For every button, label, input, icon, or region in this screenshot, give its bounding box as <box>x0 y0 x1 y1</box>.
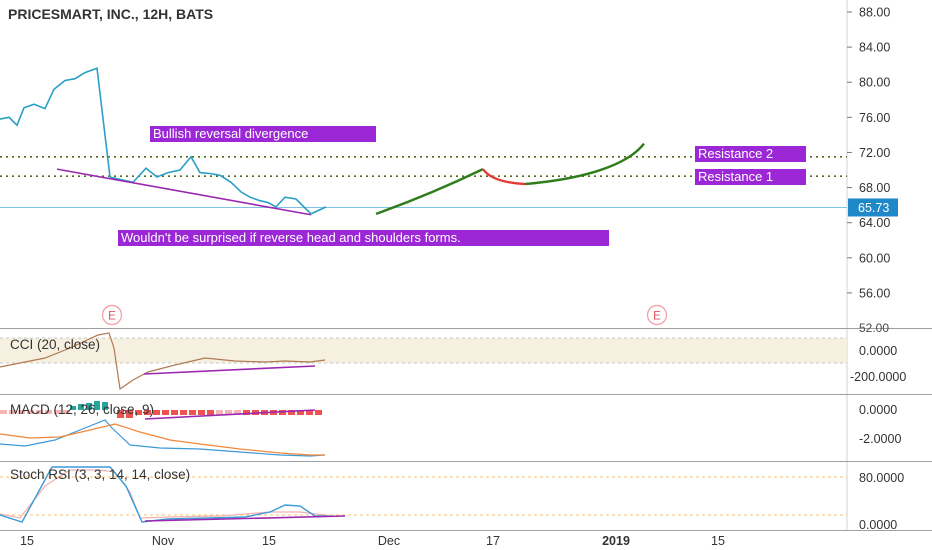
projection-breakout-path <box>524 142 645 186</box>
price-tick-label: 72.00 <box>859 146 890 160</box>
stoch-k-line <box>0 466 330 523</box>
macd-hist-bar <box>243 410 250 415</box>
macd-hist-bar <box>54 410 61 414</box>
price-tick-label: 56.00 <box>859 286 890 300</box>
macd-hist-bar <box>63 410 70 414</box>
macd-hist-bar <box>198 410 205 415</box>
resistance-2-label-bg <box>695 146 806 162</box>
earnings-marker-label: E <box>653 311 661 323</box>
macd-hist-bar <box>86 403 92 410</box>
macd-hist-bar <box>216 410 223 415</box>
macd-hist-bar <box>102 402 108 410</box>
macd-tick-1: -2.0000 <box>859 432 901 446</box>
macd-hist-bar <box>189 410 196 415</box>
macd-divergence-line <box>144 409 316 420</box>
macd-hist-bar <box>315 410 322 415</box>
macd-hist-bar <box>135 410 142 415</box>
macd-tick-0: 0.0000 <box>859 403 897 417</box>
projection-left-shoulder-path <box>375 168 484 216</box>
earnings-marker-2 <box>646 304 668 326</box>
macd-hist-bar <box>0 410 7 414</box>
price-tick-label: 64.00 <box>859 216 890 230</box>
price-tick-label: 84.00 <box>859 41 890 55</box>
resistance-1-label-bg <box>695 169 806 185</box>
time-axis-label: 15 <box>20 534 34 548</box>
head-shoulders-note-bg <box>118 230 609 246</box>
macd-hist-bar <box>27 410 34 414</box>
macd-signal-line <box>0 423 325 456</box>
bullish-divergence-label: Bullish reversal divergence <box>153 126 308 141</box>
chart-frame <box>0 0 932 531</box>
cci-title[interactable]: CCI (20, close) <box>10 337 100 352</box>
projection-head-dip-path <box>482 168 526 186</box>
macd-hist-bar <box>70 406 76 410</box>
macd-hist-bar <box>207 410 214 415</box>
macd-hist-bar <box>45 410 52 414</box>
macd-hist-bar <box>9 410 16 414</box>
stoch-tick-0: 80.0000 <box>859 471 904 485</box>
price-tick-label: 68.00 <box>859 181 890 195</box>
time-axis: 15 Nov 15 Dec 17 2019 15 <box>20 534 725 548</box>
stoch-divergence-line <box>144 515 346 522</box>
macd-hist-bar <box>126 410 133 418</box>
current-price-tag <box>848 198 898 217</box>
macd-hist-bar <box>162 410 169 415</box>
time-axis-label: Dec <box>378 534 400 548</box>
cci-band <box>0 338 847 363</box>
time-axis-label: 15 <box>262 534 276 548</box>
earnings-marker-label: E <box>108 311 116 323</box>
time-axis-label: 2019 <box>602 534 630 548</box>
macd-hist-bar <box>78 404 84 410</box>
macd-hist-bar <box>36 410 43 414</box>
macd-hist-bar <box>171 410 178 415</box>
price-annotations: Bullish reversal divergence Wouldn't be … <box>118 126 806 246</box>
earnings-marker-1 <box>101 304 123 326</box>
macd-hist-bar <box>153 410 160 415</box>
divergence-trendline <box>56 168 312 216</box>
resistance-2-label: Resistance 2 <box>698 146 773 161</box>
price-tick-label: 76.00 <box>859 111 890 125</box>
macd-hist-bar <box>297 410 304 415</box>
macd-hist-bar <box>288 410 295 415</box>
macd-hist-bar <box>144 410 151 415</box>
cci-tick-1: -200.0000 <box>850 370 906 384</box>
time-axis-label: 15 <box>711 534 725 548</box>
stoch-tick-1: 0.0000 <box>859 518 897 532</box>
cci-tick-0: 0.0000 <box>859 344 897 358</box>
macd-hist-bar <box>180 410 187 415</box>
macd-hist-bar <box>94 401 100 410</box>
cci-line <box>0 332 326 391</box>
resistance-1-label: Resistance 1 <box>698 169 773 184</box>
price-tick-label: 60.00 <box>859 251 890 265</box>
macd-hist-bar <box>306 410 313 415</box>
stoch-rsi-title[interactable]: Stoch RSI (3, 3, 14, 14, close) <box>10 467 190 482</box>
macd-hist-bar <box>117 410 124 418</box>
time-axis-label: Nov <box>152 534 175 548</box>
price-axis-ticks: 88.00 84.00 80.00 76.00 72.00 68.00 64.00 60.00… <box>847 6 890 335</box>
bullish-divergence-label-bg <box>150 126 376 142</box>
price-tick-label: 52.00 <box>859 321 889 335</box>
macd-hist-bar <box>234 410 241 415</box>
price-tick-label: 80.00 <box>859 76 890 90</box>
cci-divergence-line <box>143 365 316 375</box>
price-tick-label: 88.00 <box>859 6 890 20</box>
price-series-line <box>0 67 327 215</box>
current-price-value: 65.73 <box>858 201 889 215</box>
macd-line <box>0 419 326 457</box>
macd-hist-bar <box>225 410 232 415</box>
macd-hist-bar <box>18 410 25 414</box>
macd-title[interactable]: MACD (12, 26, close, 9) <box>10 402 154 417</box>
head-shoulders-note: Wouldn't be surprised if reverse head an… <box>121 230 461 245</box>
symbol-title[interactable]: PRICESMART, INC., 12H, BATS <box>8 6 213 22</box>
time-axis-label: 17 <box>486 534 500 548</box>
